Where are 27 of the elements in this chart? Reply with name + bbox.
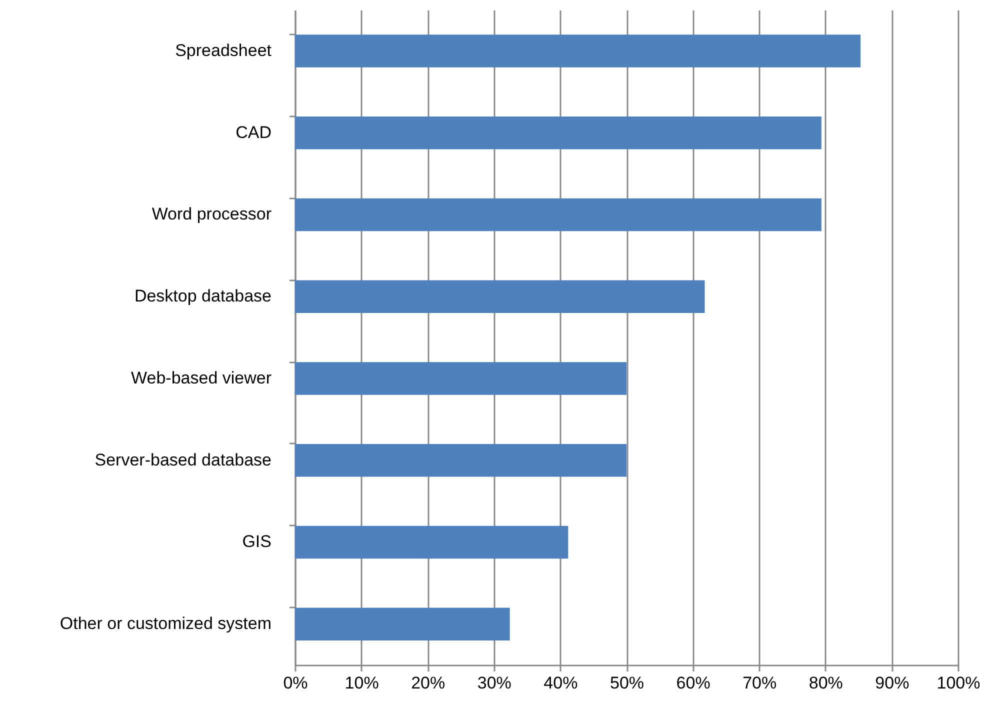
y-tick-label: Word processor: [152, 204, 272, 224]
y-tick-label: Other or customized system: [60, 614, 272, 634]
bar: [295, 526, 568, 559]
x-tick-label: 10%: [344, 674, 379, 692]
bar: [295, 608, 510, 640]
x-tick-label: 60%: [676, 674, 710, 692]
x-tick-label: 70%: [742, 674, 777, 692]
x-tick-label: 80%: [808, 674, 843, 692]
y-tick-label: Spreadsheet: [175, 40, 272, 60]
x-tick-label: 100%: [936, 674, 980, 692]
y-tick-label: Server-based database: [94, 450, 272, 470]
x-tick-label: 30%: [477, 674, 512, 692]
y-tick-label: Web-based viewer: [131, 368, 272, 388]
bar: [295, 362, 626, 395]
bar: [295, 116, 822, 150]
y-tick-label: Desktop database: [134, 286, 272, 306]
x-tick-label: 90%: [875, 674, 910, 692]
bar: [295, 280, 705, 313]
bar: [295, 34, 861, 68]
x-tick-label: 50%: [610, 674, 644, 692]
x-tick-label: 20%: [411, 674, 446, 692]
y-tick-label: CAD: [236, 122, 272, 142]
x-tick-label: 0%: [283, 674, 308, 692]
y-tick-label: GIS: [242, 532, 272, 552]
bar: [295, 444, 626, 477]
x-tick-label: 40%: [544, 674, 578, 692]
bar: [295, 198, 822, 232]
